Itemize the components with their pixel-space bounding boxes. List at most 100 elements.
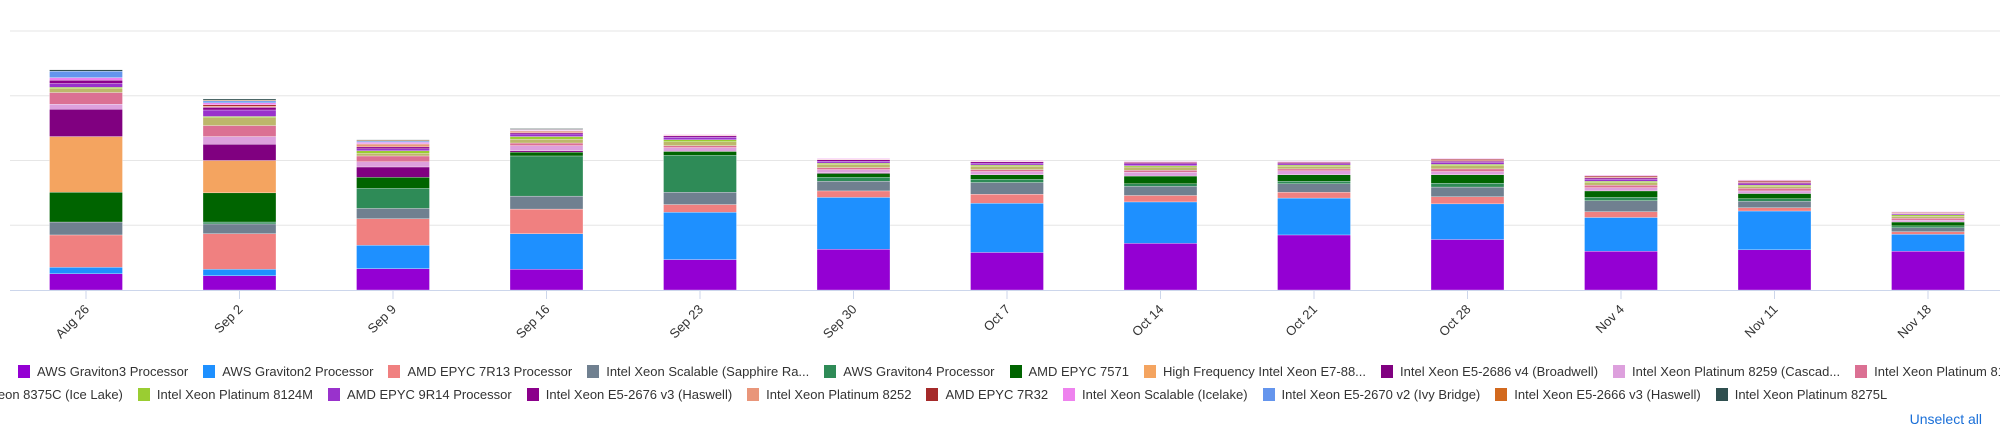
bar-segment[interactable] <box>1277 160 1351 162</box>
bar-segment[interactable] <box>1737 188 1812 192</box>
bar-segment[interactable] <box>509 145 584 151</box>
bar-segment[interactable] <box>1737 201 1812 208</box>
bar-segment[interactable] <box>1123 165 1198 168</box>
legend-item[interactable]: Intel Xeon E5-2686 v4 (Broadwell) <box>1381 364 1598 379</box>
bar-segment[interactable] <box>202 116 277 118</box>
bar-segment[interactable] <box>202 105 277 108</box>
bar-segment[interactable] <box>202 98 277 101</box>
bar-segment[interactable] <box>663 141 737 146</box>
bar-segment[interactable] <box>663 204 737 213</box>
bar-segment[interactable] <box>816 167 891 170</box>
legend-item[interactable]: Intel Xeon Platinum 8175 <box>1855 364 2000 379</box>
bar-segment[interactable] <box>356 148 430 151</box>
bar-segment[interactable] <box>1430 158 1505 160</box>
bar-segment[interactable] <box>1584 184 1658 188</box>
bar-segment[interactable] <box>1277 162 1351 164</box>
bar-segment[interactable] <box>1891 219 1965 223</box>
bar-segment[interactable] <box>1277 168 1351 172</box>
bar-segment[interactable] <box>1277 181 1351 184</box>
bar-segment[interactable] <box>356 268 430 291</box>
bar-segment[interactable] <box>49 104 123 110</box>
bar-segment[interactable] <box>1277 163 1351 166</box>
bar-segment[interactable] <box>816 162 891 165</box>
bar-segment[interactable] <box>509 233 584 270</box>
bar-segment[interactable] <box>663 212 737 260</box>
bar-segment[interactable] <box>1737 210 1812 251</box>
bar-segment[interactable] <box>202 275 277 291</box>
bar-segment[interactable] <box>202 223 277 234</box>
bar-segment[interactable] <box>202 104 277 107</box>
bar-segment[interactable] <box>509 208 584 234</box>
bar-segment[interactable] <box>1123 243 1198 291</box>
bar-segment[interactable] <box>509 142 584 146</box>
bar-segment[interactable] <box>202 107 277 111</box>
bar-segment[interactable] <box>663 145 737 148</box>
bar-segment[interactable] <box>356 155 430 162</box>
bar-segment[interactable] <box>1737 183 1812 186</box>
bar-segment[interactable] <box>202 125 277 137</box>
bar-segment[interactable] <box>49 70 123 78</box>
bar-segment[interactable] <box>1584 200 1658 212</box>
bar-segment[interactable] <box>356 150 430 154</box>
bar-segment[interactable] <box>1737 249 1812 291</box>
bar-segment[interactable] <box>816 169 891 173</box>
bar-segment[interactable] <box>49 87 123 89</box>
bar-segment[interactable] <box>202 117 277 126</box>
bar-segment[interactable] <box>1584 211 1658 218</box>
bar-segment[interactable] <box>663 134 737 136</box>
bar-segment[interactable] <box>509 132 584 135</box>
bar-segment[interactable] <box>356 146 430 149</box>
bar-segment[interactable] <box>970 174 1044 180</box>
bar-segment[interactable] <box>356 140 430 143</box>
bar-segment[interactable] <box>663 137 737 140</box>
bar-segment[interactable] <box>49 109 123 137</box>
legend-item[interactable]: AMD EPYC 7571 <box>1009 364 1129 379</box>
bar-segment[interactable] <box>1123 160 1198 162</box>
bar-segment[interactable] <box>49 77 123 81</box>
bar-segment[interactable] <box>1277 183 1351 193</box>
bar-segment[interactable] <box>356 218 430 246</box>
bar-segment[interactable] <box>1277 234 1351 291</box>
legend-item[interactable]: AWS Graviton3 Processor <box>18 364 188 379</box>
legend-item[interactable]: Intel Xeon Platinum 8259 (Cascad... <box>1613 364 1840 379</box>
bar-segment[interactable] <box>1891 214 1965 217</box>
bar-segment[interactable] <box>970 161 1044 164</box>
bar-segment[interactable] <box>663 147 737 152</box>
bar-segment[interactable] <box>1123 175 1198 184</box>
bar-segment[interactable] <box>816 159 891 162</box>
legend-item[interactable]: AMD EPYC 9R14 Processor <box>328 387 512 402</box>
bar-segment[interactable] <box>356 161 430 168</box>
bar-segment[interactable] <box>1430 171 1505 175</box>
bar-segment[interactable] <box>49 80 123 84</box>
bar-segment[interactable] <box>1584 182 1658 186</box>
bar-segment[interactable] <box>663 155 737 193</box>
bar-segment[interactable] <box>1737 190 1812 194</box>
bar-segment[interactable] <box>1123 162 1198 164</box>
bar-segment[interactable] <box>1430 239 1505 291</box>
bar-segment[interactable] <box>1737 193 1812 199</box>
bar-segment[interactable] <box>1277 164 1351 167</box>
bar-segment[interactable] <box>509 136 584 140</box>
bar-segment[interactable] <box>816 190 891 198</box>
legend-item[interactable]: AMD EPYC 7R32 <box>926 387 1048 402</box>
bar-segment[interactable] <box>202 192 277 223</box>
bar-segment[interactable] <box>356 142 430 144</box>
bar-segment[interactable] <box>970 166 1044 170</box>
bar-segment[interactable] <box>1123 163 1198 166</box>
bar-segment[interactable] <box>49 69 123 72</box>
bar-segment[interactable] <box>970 169 1044 172</box>
bar-segment[interactable] <box>1891 217 1965 221</box>
bar-segment[interactable] <box>1430 165 1505 170</box>
bar-segment[interactable] <box>970 252 1044 291</box>
unselect-all-link[interactable]: Unselect all <box>1909 411 1982 427</box>
bar-segment[interactable] <box>1584 181 1658 183</box>
bar-segment[interactable] <box>509 127 584 129</box>
bar-segment[interactable] <box>1123 166 1198 171</box>
bar-segment[interactable] <box>202 221 277 225</box>
bar-segment[interactable] <box>816 158 891 160</box>
bar-segment[interactable] <box>202 136 277 145</box>
bar-segment[interactable] <box>1737 182 1812 184</box>
bar-segment[interactable] <box>356 153 430 157</box>
bar-segment[interactable] <box>49 234 123 268</box>
bar-segment[interactable] <box>49 88 123 93</box>
